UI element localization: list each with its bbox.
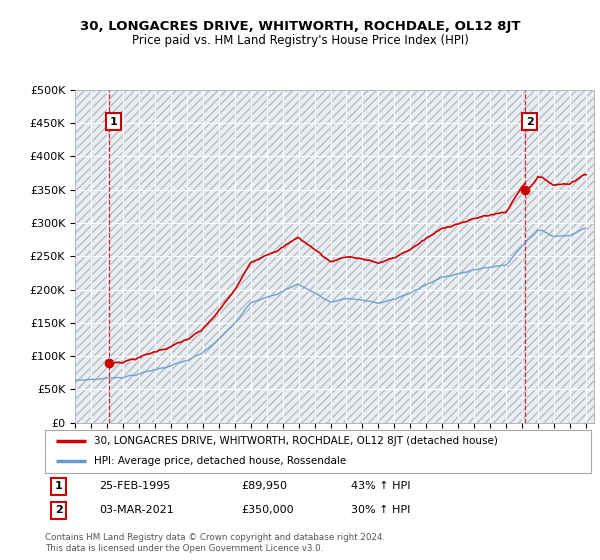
Text: 30, LONGACRES DRIVE, WHITWORTH, ROCHDALE, OL12 8JT (detached house): 30, LONGACRES DRIVE, WHITWORTH, ROCHDALE… — [94, 436, 498, 446]
Text: 2: 2 — [526, 116, 533, 127]
Text: 2: 2 — [55, 505, 62, 515]
Text: Price paid vs. HM Land Registry's House Price Index (HPI): Price paid vs. HM Land Registry's House … — [131, 34, 469, 46]
Text: 25-FEB-1995: 25-FEB-1995 — [100, 482, 171, 492]
Text: 43% ↑ HPI: 43% ↑ HPI — [351, 482, 410, 492]
Text: £350,000: £350,000 — [242, 505, 294, 515]
Text: 1: 1 — [55, 482, 62, 492]
Text: 30, LONGACRES DRIVE, WHITWORTH, ROCHDALE, OL12 8JT: 30, LONGACRES DRIVE, WHITWORTH, ROCHDALE… — [80, 20, 520, 32]
Bar — [75, 90, 594, 423]
Text: 03-MAR-2021: 03-MAR-2021 — [100, 505, 175, 515]
Text: Contains HM Land Registry data © Crown copyright and database right 2024.
This d: Contains HM Land Registry data © Crown c… — [45, 533, 385, 553]
Text: HPI: Average price, detached house, Rossendale: HPI: Average price, detached house, Ross… — [94, 456, 346, 466]
Text: £89,950: £89,950 — [242, 482, 287, 492]
Text: 1: 1 — [110, 116, 118, 127]
Text: 30% ↑ HPI: 30% ↑ HPI — [351, 505, 410, 515]
